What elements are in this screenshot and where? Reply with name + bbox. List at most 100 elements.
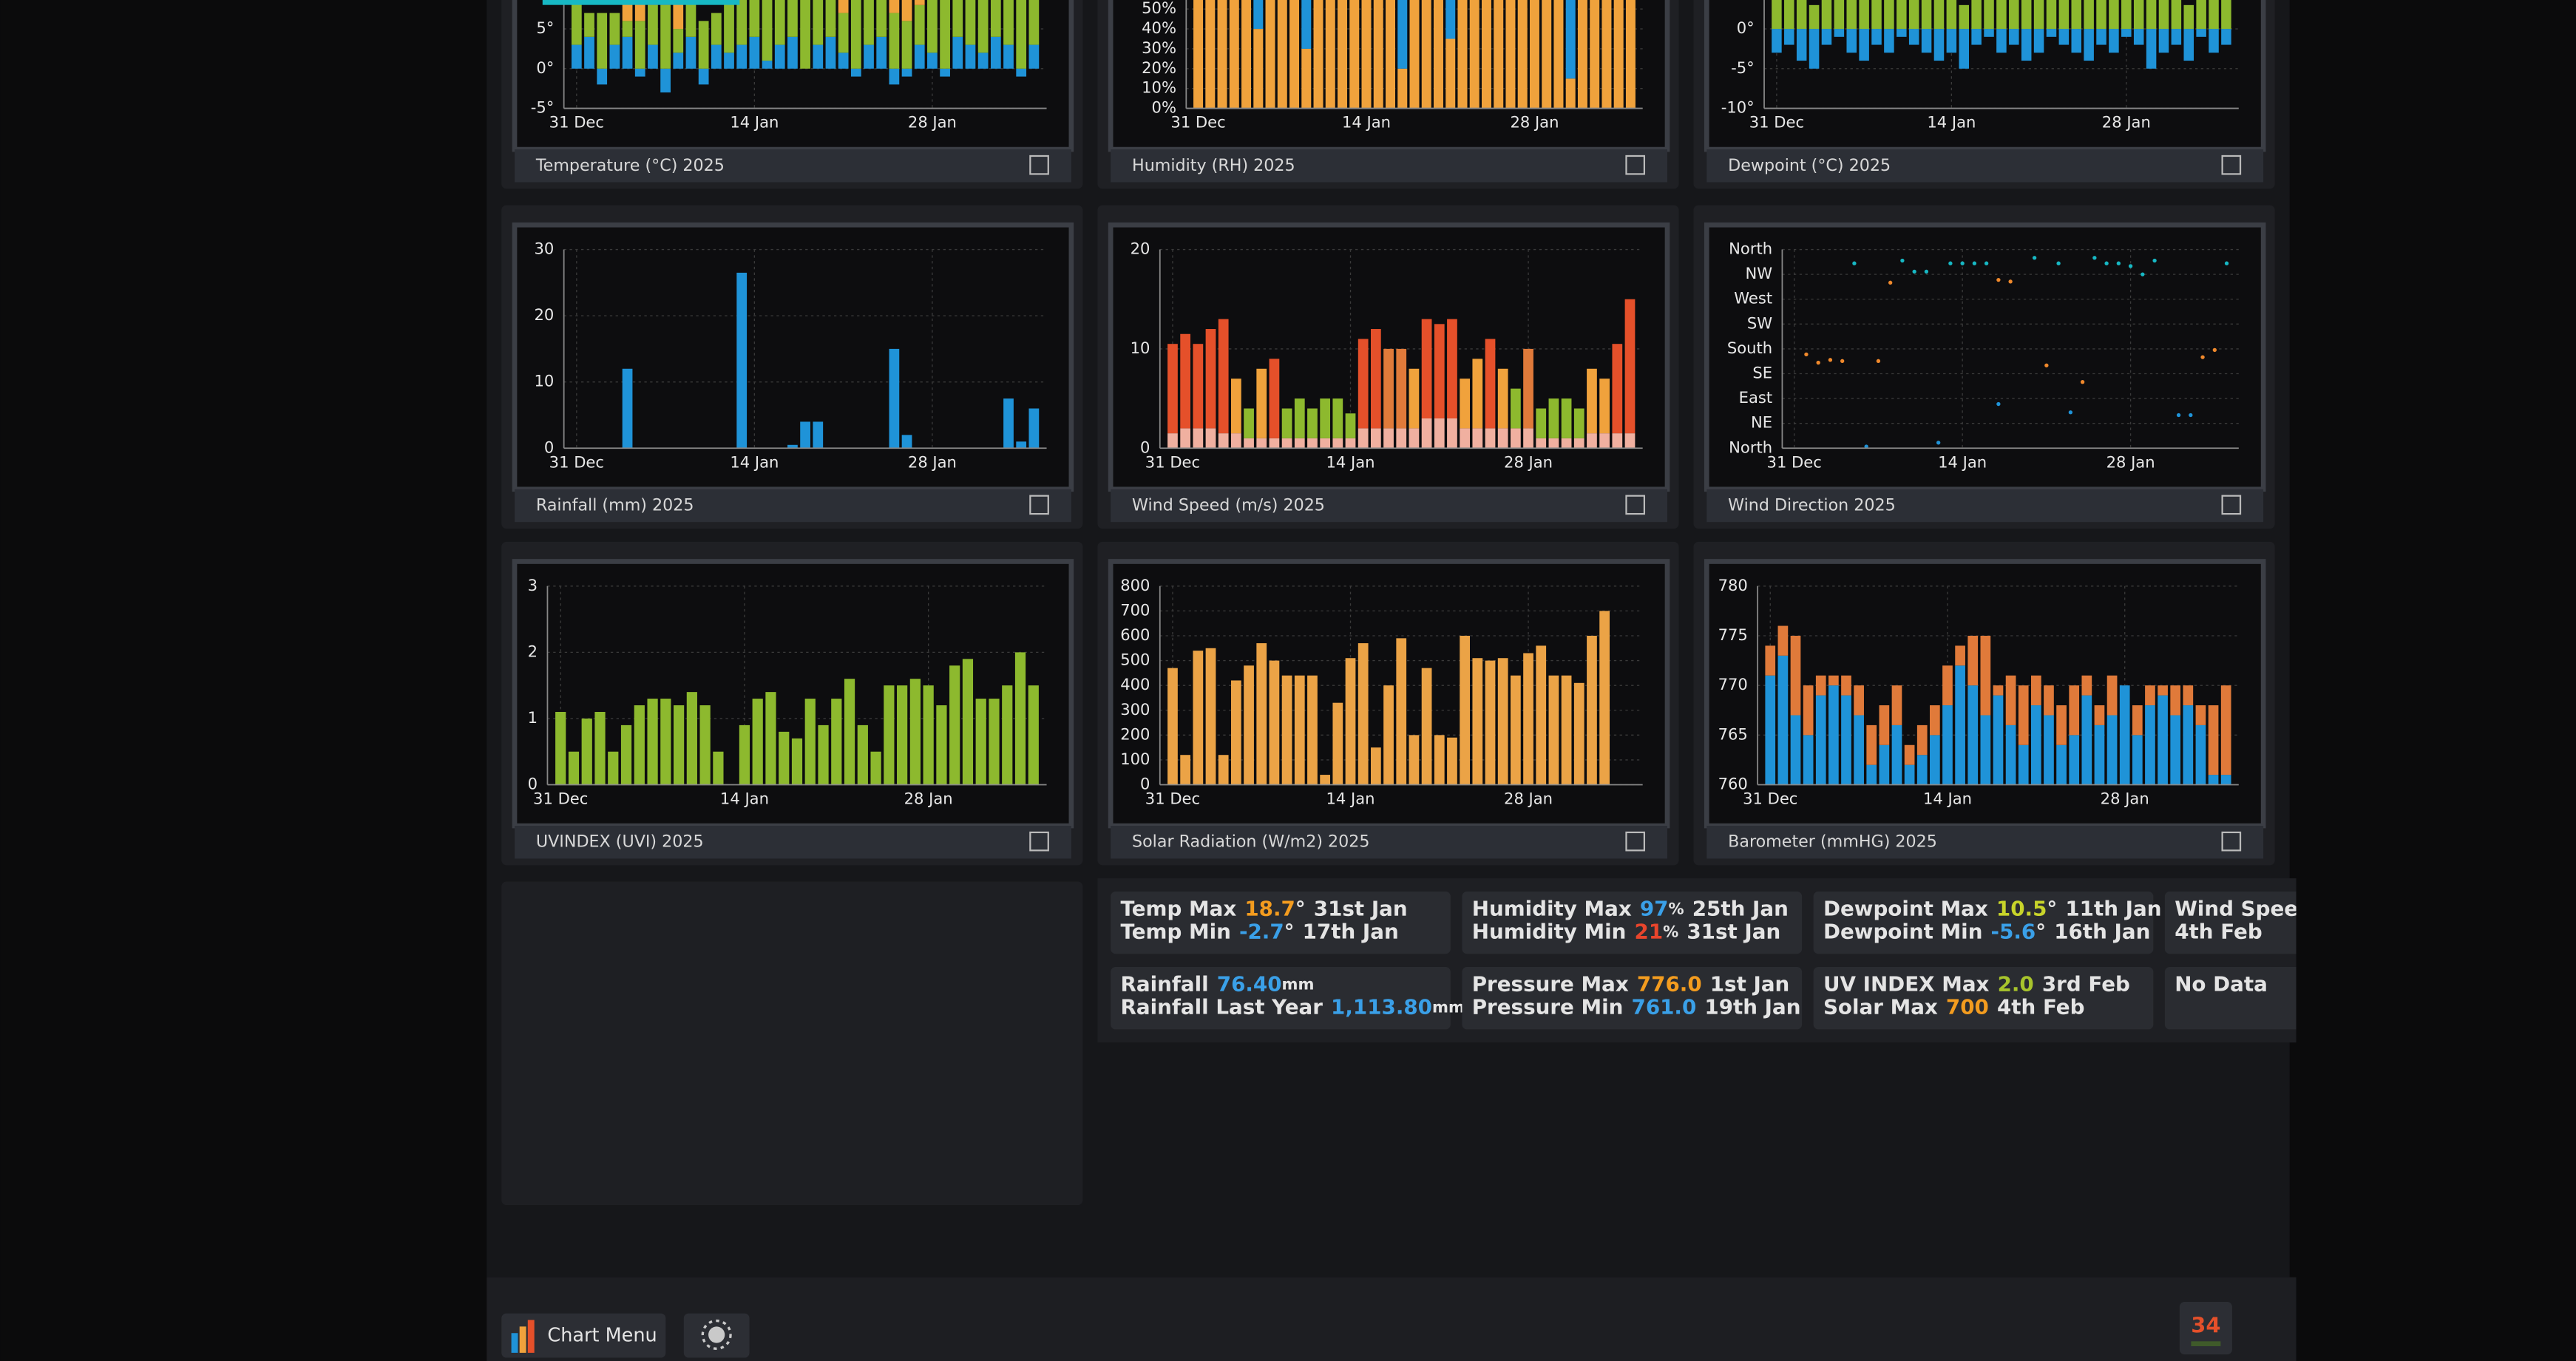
bar (1028, 0, 1040, 45)
bar (2133, 29, 2144, 45)
bar (2084, 0, 2094, 30)
bar (1908, 0, 1919, 30)
stat-line: Dewpoint Min -5.6° 16th Jan (1823, 919, 2150, 943)
point (2104, 261, 2109, 265)
chart-title: Wind Speed (m/s) 2025 (1132, 495, 1325, 515)
bar (1828, 675, 1839, 686)
y-tick-label: North (1729, 438, 1772, 456)
bar (584, 36, 594, 69)
x-tick-label: 14 Jan (720, 790, 769, 808)
bar (1815, 675, 1826, 696)
stat-line: Temp Max 18.7° 31st Jan (1120, 896, 1407, 920)
bar (1460, 635, 1471, 785)
stat-text: 1st Jan (1710, 971, 1790, 996)
bar (923, 685, 934, 785)
x-tick-label: 28 Jan (908, 452, 957, 471)
bar (1230, 433, 1241, 449)
x-tick-label: 14 Jan (730, 452, 779, 471)
title-bar (1706, 826, 2264, 859)
bar (2009, 29, 2019, 45)
stat-text: mm (1432, 998, 1465, 1016)
bar (2121, 29, 2132, 37)
bar (634, 0, 645, 21)
expand-icon[interactable] (2221, 831, 2242, 852)
bar (876, 36, 887, 69)
bar (2145, 705, 2155, 785)
y-tick-label: SW (1747, 313, 1772, 332)
bar (864, 44, 874, 69)
bar (1996, 29, 2007, 53)
bar (1854, 685, 1864, 716)
bar (686, 692, 697, 785)
x-tick-label: 28 Jan (2101, 790, 2149, 808)
bar (1320, 438, 1331, 449)
y-tick-label: NW (1746, 264, 1773, 282)
bar (2158, 685, 2168, 696)
bar (1180, 428, 1191, 449)
bar (1613, 0, 1624, 109)
expand-icon[interactable] (2221, 495, 2242, 515)
stat-text: 10.5 (1996, 896, 2047, 920)
badge[interactable]: 34 (2179, 1302, 2232, 1355)
stat-card (2164, 891, 2297, 954)
bar (889, 68, 900, 85)
bar (1908, 29, 1919, 45)
y-tick-label: 10 (1131, 339, 1150, 357)
point (2032, 256, 2037, 260)
bar (2132, 735, 2143, 785)
expand-icon[interactable] (2221, 155, 2242, 175)
point (1936, 441, 1941, 445)
chart-panel: Solar Radiation (W/m2) 2025 0 100 200 300 400… (1097, 541, 1679, 866)
expand-icon[interactable] (1029, 155, 1049, 175)
bar (749, 36, 760, 69)
bar (1256, 368, 1267, 438)
bar (1294, 438, 1305, 449)
expand-icon[interactable] (1625, 831, 1646, 852)
bar (1370, 747, 1381, 785)
bar (1383, 685, 1394, 785)
point (2080, 380, 2085, 384)
bar (2056, 744, 2067, 785)
bar (765, 692, 776, 785)
bar (2071, 29, 2082, 53)
y-tick-label: NE (1751, 413, 1772, 432)
expand-icon[interactable] (1029, 831, 1049, 852)
stat-text: -2.7 (1239, 919, 1284, 943)
bar (1565, 78, 1576, 109)
expand-icon[interactable] (1029, 495, 1049, 515)
point (1960, 261, 1965, 265)
bar (1383, 348, 1394, 429)
bar (1421, 319, 1432, 418)
y-tick-label: -5° (1731, 58, 1755, 77)
bar (1485, 428, 1496, 449)
bar (1205, 648, 1216, 785)
bar (901, 21, 912, 69)
y-tick-label: 200 (1120, 724, 1150, 743)
theme-toggle[interactable] (683, 1313, 750, 1358)
bar (2084, 29, 2094, 61)
stat-text: 700 (1946, 995, 1989, 1019)
y-tick-label: SE (1752, 363, 1772, 381)
chart-menu-button[interactable]: Chart Menu (501, 1313, 666, 1358)
bar (698, 21, 709, 69)
y-tick-label: 100 (1120, 750, 1150, 768)
bar (2183, 4, 2194, 30)
expand-icon[interactable] (1625, 155, 1646, 175)
bar (1871, 29, 1882, 45)
bar (1180, 333, 1191, 429)
chart-menu-label[interactable]: Chart Menu (547, 1325, 657, 1347)
bar (813, 421, 824, 449)
bar (1409, 735, 1420, 785)
y-tick-label: 0% (1152, 98, 1176, 117)
bar (711, 44, 722, 69)
bar (2109, 29, 2119, 53)
bar (2209, 0, 2219, 30)
expand-icon[interactable] (1625, 495, 1646, 515)
bar (936, 705, 947, 785)
point (1852, 261, 1857, 265)
y-tick-label: 0 (528, 775, 538, 793)
bar (952, 0, 963, 37)
bar (1253, 29, 1264, 109)
